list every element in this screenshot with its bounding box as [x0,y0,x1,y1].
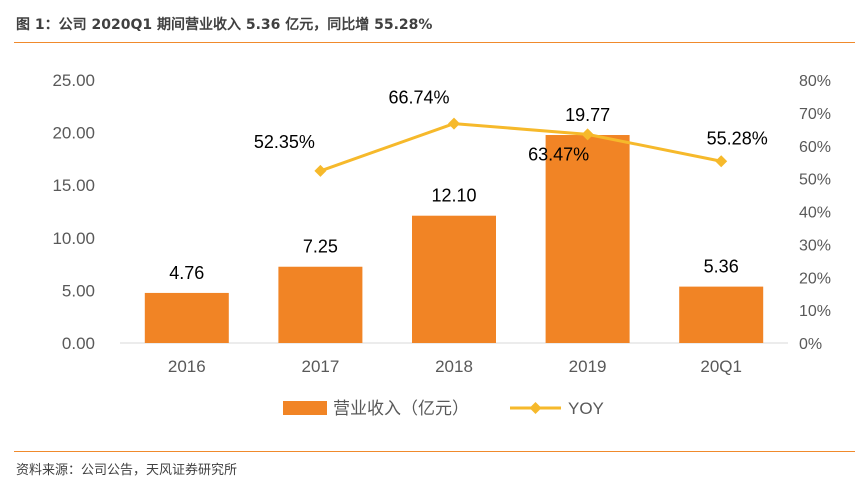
legend-label-line: YOY [568,399,604,418]
yoy-line [319,122,722,173]
yoy-data-label: 66.74% [388,88,449,108]
y-left-tick-label: 20.00 [52,124,95,143]
bar-data-label: 5.36 [704,257,739,277]
title-divider [14,42,855,43]
legend-marker-line [529,402,542,414]
yoy-data-label: 52.35% [254,132,315,152]
bar [679,286,764,343]
yoy-marker [448,117,460,130]
yoy-marker [715,155,728,168]
bar [144,292,229,343]
x-tick-label: 20Q1 [700,357,742,376]
bar [545,135,630,343]
bar [278,266,363,343]
y-left-tick-label: 15.00 [52,176,95,195]
figure-title: 图 1：公司 2020Q1 期间营业收入 5.36 亿元，同比增 55.28% [16,17,433,33]
bar-data-label: 4.76 [169,263,204,283]
y-right-tick-label: 0% [799,336,822,353]
x-tick-label: 2017 [301,357,339,376]
x-tick-label: 2019 [569,357,607,376]
legend-label-bar: 营业收入（亿元） [333,399,469,418]
y-right-tick-label: 80% [799,73,831,90]
bar-data-label: 7.25 [303,237,338,257]
bar-data-label: 19.77 [565,105,610,125]
x-tick-label: 2016 [168,357,206,376]
chart: 0.00 5.00 10.00 15.00 20.00 25.00 0% 10% 20% 30% 4… [52,71,831,418]
footer-divider [14,451,855,452]
y-left-tick-label: 10.00 [52,229,95,248]
legend-swatch-bar [283,401,327,415]
y-right-tick-label: 40% [799,205,831,222]
y-right-tick-label: 70% [799,106,831,123]
yoy-data-label: 55.28% [707,128,768,148]
yoy-marker [314,164,327,177]
y-left-tick-label: 25.00 [52,71,95,90]
y-right-tick-label: 30% [799,237,831,254]
y-right-tick-label: 50% [799,172,831,189]
bar [412,215,496,343]
x-tick-label: 2018 [435,357,473,376]
y-left-tick-label: 0.00 [62,334,95,353]
y-right-tick-label: 20% [799,270,831,287]
y-right-tick-label: 60% [799,139,831,156]
yoy-data-label: 63.47% [528,144,589,164]
y-left-tick-label: 5.00 [62,281,95,300]
bar-data-label: 12.10 [431,186,476,206]
yoy-marker [581,128,594,141]
source-note: 资料来源：公司公告，天风证券研究所 [16,463,238,478]
y-right-tick-label: 10% [799,303,831,320]
